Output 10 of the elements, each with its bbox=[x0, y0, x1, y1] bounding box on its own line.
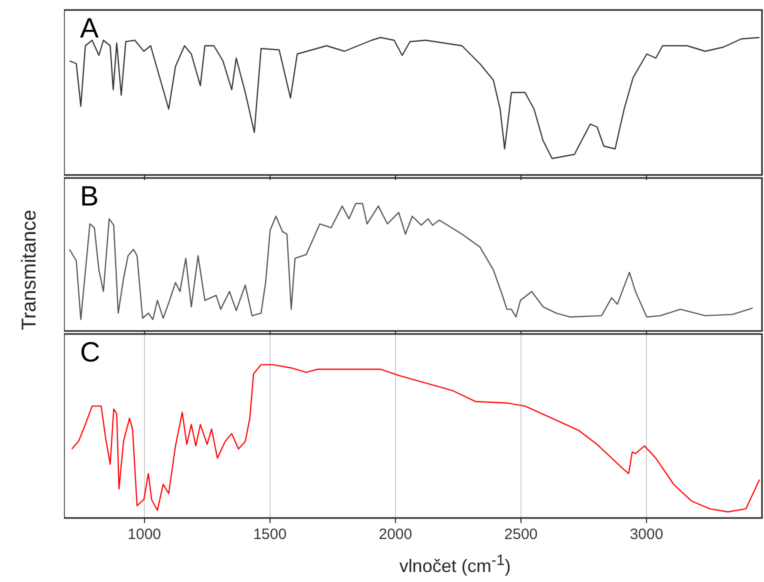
x-tick-label: 1500 bbox=[253, 526, 287, 544]
chart-title: A bbox=[80, 12, 99, 44]
chart-title: C bbox=[80, 336, 100, 368]
x-tick-label: 2000 bbox=[378, 526, 412, 544]
chart-title: B bbox=[80, 180, 99, 212]
x-tick-label: 2500 bbox=[504, 526, 538, 544]
x-tick-label: 3000 bbox=[630, 526, 664, 544]
y-axis-title: Transmitance bbox=[18, 210, 42, 330]
x-axis-title: vlnočet (cm$^{-1}$) bbox=[399, 551, 511, 577]
x-tick-label: 1000 bbox=[128, 526, 162, 544]
